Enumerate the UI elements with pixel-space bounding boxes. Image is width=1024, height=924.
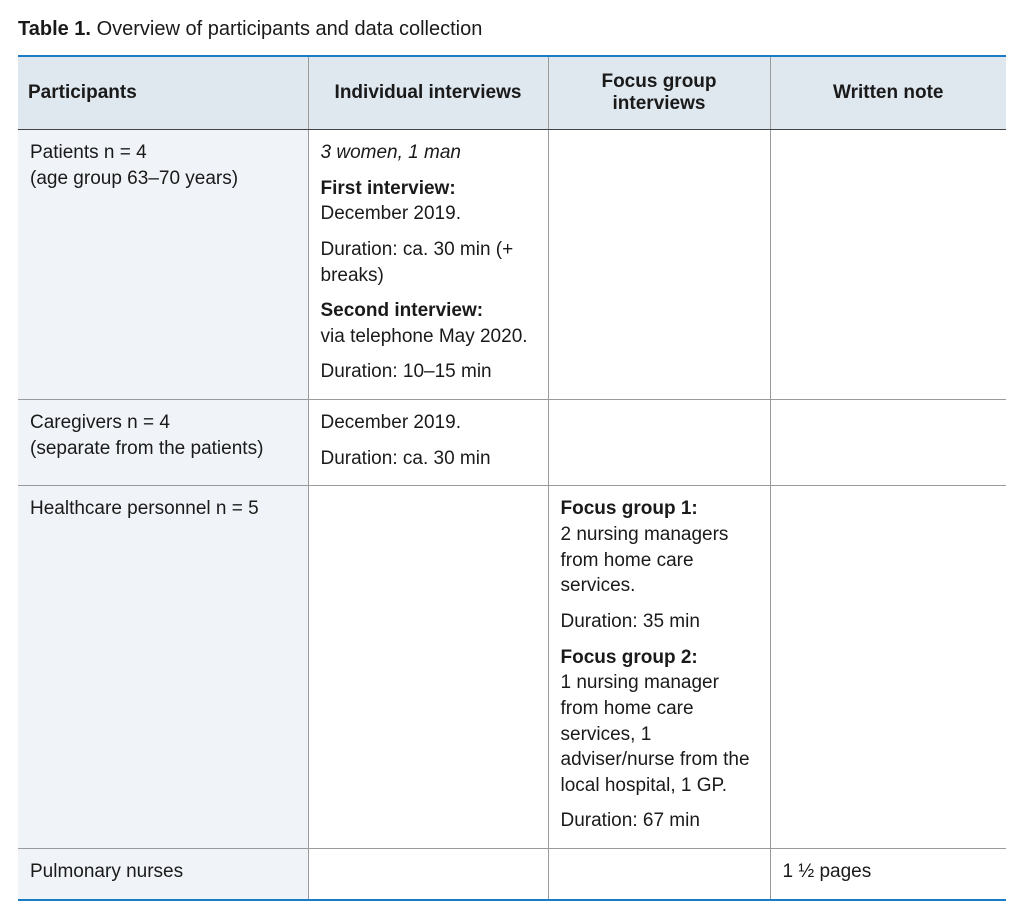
fg2-label: Focus group 2: — [561, 645, 758, 671]
row-healthcare: Healthcare personnel n = 5 Focus group 1… — [18, 486, 1006, 849]
first-interview-date: December 2019. — [321, 201, 536, 227]
cell-hcp-individual — [308, 486, 548, 849]
caption-label: Table 1. — [18, 18, 91, 40]
table-caption: Table 1. Overview of participants and da… — [18, 18, 1006, 41]
col-focus-group: Focus group interviews — [548, 56, 770, 130]
patients-demographics: 3 women, 1 man — [321, 140, 536, 166]
cell-hcp-note — [770, 486, 1006, 849]
cell-hcp-focus: Focus group 1: 2 nursing managers from h… — [548, 486, 770, 849]
row-pulmonary: Pulmonary nurses 1 ½ pages — [18, 849, 1006, 900]
cell-pulm-note: 1 ½ pages — [770, 849, 1006, 900]
cell-pulm-participants: Pulmonary nurses — [18, 849, 308, 900]
cell-patients-individual: 3 women, 1 man First interview: December… — [308, 130, 548, 400]
col-written-note: Written note — [770, 56, 1006, 130]
fg1-desc: 2 nursing managers from home care servic… — [561, 522, 758, 599]
fg1-duration: Duration: 35 min — [561, 609, 758, 635]
second-interview-date: via telephone May 2020. — [321, 324, 536, 350]
patients-line1: Patients n = 4 — [30, 140, 296, 166]
cell-caregivers-note — [770, 400, 1006, 486]
second-interview-label: Second interview: — [321, 298, 536, 324]
fg1-label: Focus group 1: — [561, 496, 758, 522]
patients-line2: (age group 63–70 years) — [30, 166, 296, 192]
cell-caregivers-focus — [548, 400, 770, 486]
cell-hcp-participants: Healthcare personnel n = 5 — [18, 486, 308, 849]
fg2-duration: Duration: 67 min — [561, 808, 758, 834]
caregivers-line2: (separate from the patients) — [30, 436, 296, 462]
first-interview-duration: Duration: ca. 30 min (+ breaks) — [321, 237, 536, 288]
col-participants: Participants — [18, 56, 308, 130]
cell-caregivers-individual: December 2019. Duration: ca. 30 min — [308, 400, 548, 486]
cell-patients-focus — [548, 130, 770, 400]
header-row: Participants Individual interviews Focus… — [18, 56, 1006, 130]
row-patients: Patients n = 4 (age group 63–70 years) 3… — [18, 130, 1006, 400]
participants-table: Participants Individual interviews Focus… — [18, 55, 1006, 901]
caregivers-date: December 2019. — [321, 410, 536, 436]
second-interview-duration: Duration: 10–15 min — [321, 359, 536, 385]
col-individual: Individual interviews — [308, 56, 548, 130]
caregivers-duration: Duration: ca. 30 min — [321, 446, 536, 472]
first-interview-label: First interview: — [321, 176, 536, 202]
caption-text: Overview of participants and data collec… — [97, 18, 483, 40]
cell-caregivers-participants: Caregivers n = 4 (separate from the pati… — [18, 400, 308, 486]
caregivers-line1: Caregivers n = 4 — [30, 410, 296, 436]
cell-patients-note — [770, 130, 1006, 400]
cell-pulm-focus — [548, 849, 770, 900]
cell-pulm-individual — [308, 849, 548, 900]
fg2-desc: 1 nursing manager from home care service… — [561, 670, 758, 798]
cell-patients-participants: Patients n = 4 (age group 63–70 years) — [18, 130, 308, 400]
row-caregivers: Caregivers n = 4 (separate from the pati… — [18, 400, 1006, 486]
